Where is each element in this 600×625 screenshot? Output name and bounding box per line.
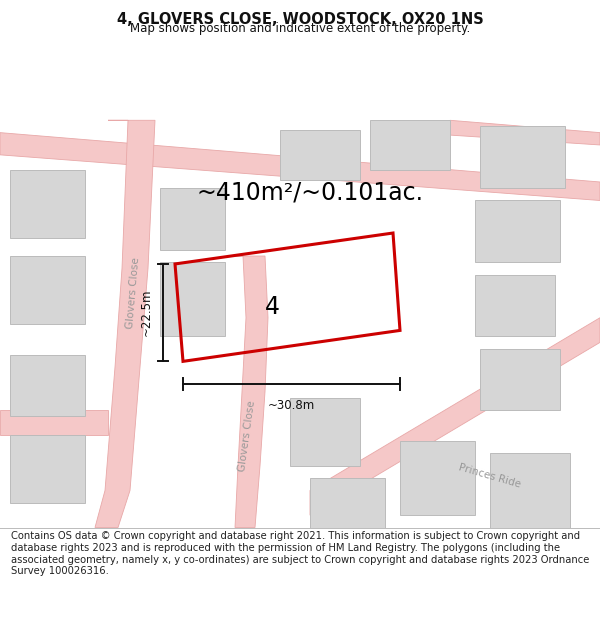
Polygon shape (370, 120, 450, 169)
Polygon shape (310, 478, 385, 528)
Polygon shape (280, 130, 360, 179)
Polygon shape (160, 262, 225, 336)
Text: Contains OS data © Crown copyright and database right 2021. This information is : Contains OS data © Crown copyright and d… (11, 531, 589, 576)
Text: ~30.8m: ~30.8m (268, 399, 315, 412)
Polygon shape (10, 256, 85, 324)
Text: ~22.5m: ~22.5m (140, 289, 153, 336)
Text: 4, GLOVERS CLOSE, WOODSTOCK, OX20 1NS: 4, GLOVERS CLOSE, WOODSTOCK, OX20 1NS (116, 11, 484, 26)
Text: Glovers Close: Glovers Close (125, 256, 141, 329)
Polygon shape (10, 435, 85, 503)
Text: 4: 4 (265, 295, 280, 319)
Polygon shape (480, 349, 560, 410)
Polygon shape (290, 398, 360, 466)
Polygon shape (490, 454, 570, 528)
Polygon shape (475, 274, 555, 336)
Polygon shape (160, 188, 225, 250)
Text: Princes Ride: Princes Ride (458, 462, 522, 489)
Text: Map shows position and indicative extent of the property.: Map shows position and indicative extent… (130, 22, 470, 34)
Polygon shape (10, 355, 85, 416)
Text: ~410m²/~0.101ac.: ~410m²/~0.101ac. (197, 181, 424, 205)
Polygon shape (0, 132, 600, 201)
Polygon shape (400, 441, 475, 515)
Polygon shape (0, 410, 108, 435)
Text: Glovers Close: Glovers Close (237, 399, 257, 472)
Polygon shape (475, 201, 560, 262)
Polygon shape (10, 169, 85, 238)
Polygon shape (310, 318, 600, 515)
Polygon shape (95, 120, 155, 528)
Polygon shape (480, 126, 565, 188)
Polygon shape (228, 256, 268, 528)
Polygon shape (450, 120, 600, 145)
